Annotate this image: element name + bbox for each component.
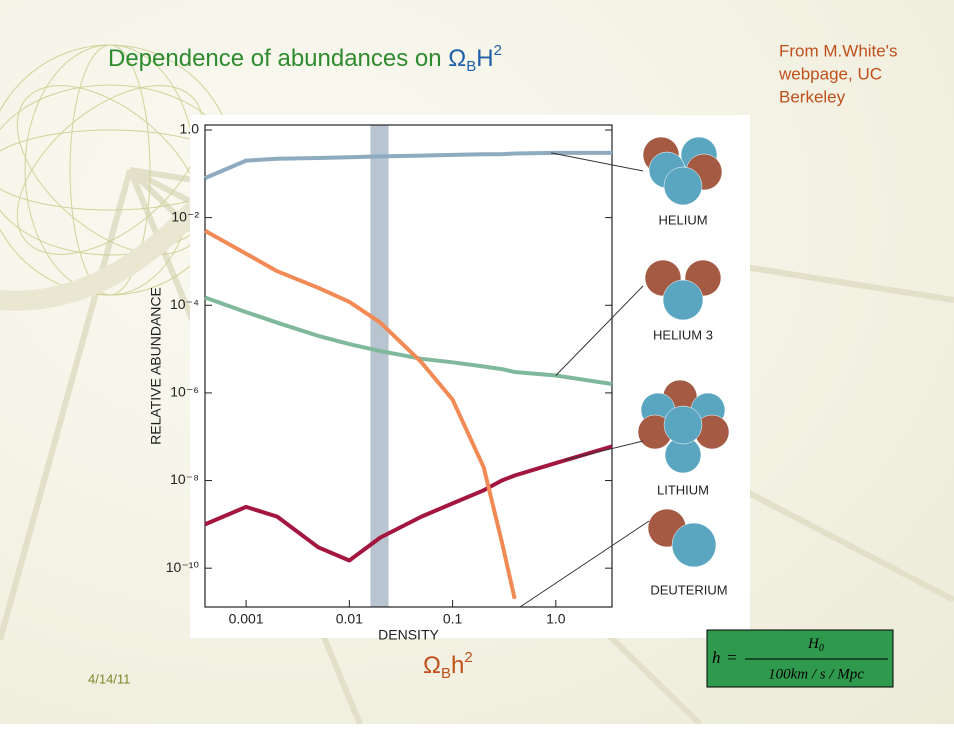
caption-symbol: Ω [423, 652, 441, 679]
source-line: From M.White's [779, 41, 897, 60]
title-superscript: 2 [494, 42, 502, 59]
date: 4/14/11 [88, 671, 130, 686]
slide-title: Dependence of abundances on ΩBH2 [108, 42, 502, 75]
y-tick-label: 10⁻⁸ [170, 471, 199, 487]
x-tick-label: 0.1 [443, 611, 463, 627]
x-tick-label: 1.0 [546, 611, 566, 627]
x-tick-label: 0.01 [336, 611, 363, 627]
source-line: webpage, UC [778, 64, 882, 83]
formula-lhs: h [712, 648, 721, 667]
caption-superscript: 2 [464, 649, 472, 666]
caption-subscript: B [441, 665, 451, 682]
series-label: HELIUM [658, 212, 707, 227]
series-label: HELIUM 3 [653, 327, 713, 342]
x-tick-label: 0.001 [229, 611, 264, 627]
y-tick-label: 10⁻² [171, 208, 199, 224]
title-symbol: Ω [448, 45, 466, 72]
x-axis-label: DENSITY [378, 627, 439, 643]
y-tick-label: 10⁻⁶ [170, 384, 199, 400]
formula-num-sub: 0 [819, 643, 824, 654]
series-label: DEUTERIUM [650, 582, 727, 597]
title-subscript: B [466, 58, 476, 75]
formula: h = H0 100km / s / Mpc [707, 630, 893, 687]
y-tick-label: 1.0 [180, 121, 200, 137]
y-axis-label: RELATIVE ABUNDANCE [148, 287, 164, 445]
y-tick-label: 10⁻⁴ [170, 296, 199, 312]
source-line: Berkeley [779, 87, 846, 106]
formula-eq: = [727, 648, 737, 667]
title-symbol: H [476, 45, 493, 72]
y-tick-label: 10⁻¹⁰ [166, 559, 200, 575]
series-label: LITHIUM [657, 482, 709, 497]
title-text: Dependence of abundances on [108, 45, 448, 72]
caption-symbol: h [451, 652, 464, 679]
formula-den: 100km / s / Mpc [768, 666, 864, 682]
slide: Dependence of abundances on ΩBH2 From M.… [0, 0, 954, 724]
